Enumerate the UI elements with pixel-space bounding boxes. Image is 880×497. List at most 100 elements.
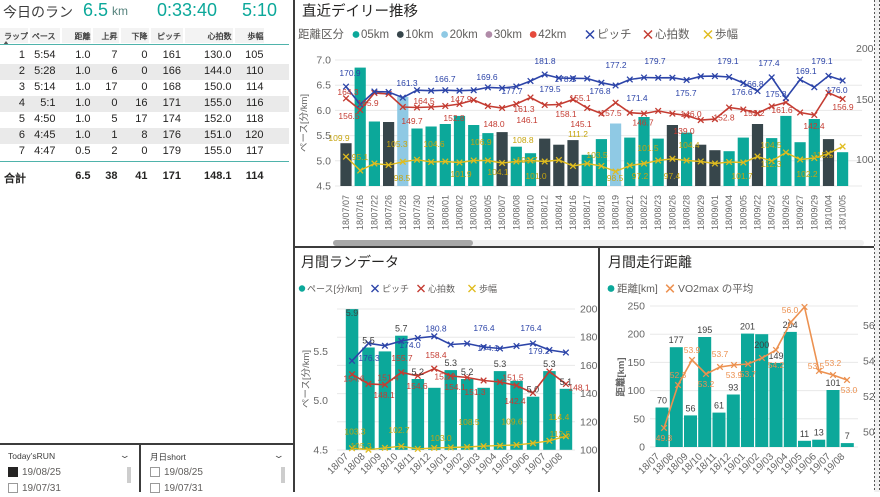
svg-text:150: 150 <box>627 357 645 369</box>
svg-text:177.7: 177.7 <box>501 86 523 96</box>
svg-text:5.0: 5.0 <box>316 155 331 167</box>
svg-text:201: 201 <box>740 322 755 332</box>
svg-text:52: 52 <box>863 391 875 403</box>
svg-text:147.9: 147.9 <box>450 94 472 104</box>
svg-text:148.1: 148.1 <box>373 390 395 400</box>
svg-text:53.0: 53.0 <box>841 385 858 395</box>
svg-text:106.9: 106.9 <box>470 137 492 147</box>
svg-text:ペース[分/km]: ペース[分/km] <box>307 284 362 294</box>
svg-text:5.0: 5.0 <box>313 395 328 407</box>
svg-text:10km: 10km <box>405 29 433 41</box>
svg-text:108.5: 108.5 <box>458 417 480 427</box>
svg-text:7: 7 <box>845 431 850 441</box>
svg-text:月間ランデータ: 月間ランデータ <box>301 254 399 270</box>
svg-text:18/08/18: 18/08/18 <box>596 195 606 230</box>
svg-text:50: 50 <box>863 427 875 439</box>
svg-text:5.2: 5.2 <box>461 367 474 377</box>
svg-text:103.0: 103.0 <box>430 433 452 443</box>
svg-text:18/07/30: 18/07/30 <box>412 195 422 230</box>
svg-text:56: 56 <box>685 403 695 413</box>
svg-text:心拍数: 心拍数 <box>655 27 690 41</box>
svg-text:101.5: 101.5 <box>637 143 659 153</box>
svg-text:179.1: 179.1 <box>811 56 833 66</box>
svg-text:7.0: 7.0 <box>316 55 331 67</box>
svg-text:152.8: 152.8 <box>713 113 735 123</box>
svg-text:18/09/29: 18/09/29 <box>809 195 819 230</box>
svg-text:176.4: 176.4 <box>473 323 495 333</box>
svg-text:200: 200 <box>856 43 874 55</box>
svg-text:140: 140 <box>580 388 598 400</box>
svg-text:176.8: 176.8 <box>589 86 611 96</box>
svg-text:181.8: 181.8 <box>534 56 556 66</box>
svg-text:5.5: 5.5 <box>313 346 328 358</box>
svg-text:18/07/07: 18/07/07 <box>341 195 351 230</box>
svg-text:149.7: 149.7 <box>401 116 423 126</box>
svg-text:18/07/22: 18/07/22 <box>369 195 379 230</box>
svg-text:178.1: 178.1 <box>554 74 576 84</box>
svg-text:50: 50 <box>633 413 645 425</box>
svg-text:53.5: 53.5 <box>808 361 825 371</box>
svg-text:102.7: 102.7 <box>388 425 410 435</box>
svg-text:200: 200 <box>754 340 769 350</box>
svg-text:104.6: 104.6 <box>423 139 445 149</box>
svg-text:165.9: 165.9 <box>357 98 379 108</box>
svg-text:18/08/22: 18/08/22 <box>639 195 649 230</box>
svg-text:151.4: 151.4 <box>377 373 399 383</box>
svg-text:148.0: 148.0 <box>483 119 505 129</box>
svg-text:177.2: 177.2 <box>605 60 627 70</box>
svg-text:180: 180 <box>580 332 598 344</box>
svg-text:6.5: 6.5 <box>316 80 331 92</box>
svg-text:151.5: 151.5 <box>502 373 524 383</box>
svg-text:100.7: 100.7 <box>516 155 538 165</box>
svg-text:104.1: 104.1 <box>487 167 509 177</box>
svg-text:166.7: 166.7 <box>434 74 456 84</box>
svg-text:距離[km]: 距離[km] <box>615 357 627 396</box>
svg-text:100: 100 <box>580 445 598 457</box>
svg-text:97.4: 97.4 <box>664 171 681 181</box>
svg-text:93: 93 <box>728 383 738 393</box>
svg-text:70: 70 <box>657 396 667 406</box>
svg-text:177: 177 <box>669 335 684 345</box>
svg-text:距離区分: 距離区分 <box>298 27 344 41</box>
svg-text:ピッチ: ピッチ <box>597 28 632 41</box>
svg-text:52.3: 52.3 <box>670 370 687 380</box>
svg-text:146.1: 146.1 <box>516 115 538 125</box>
svg-text:5.3: 5.3 <box>543 359 556 369</box>
svg-text:6.0: 6.0 <box>316 105 331 117</box>
svg-text:30km: 30km <box>494 29 522 41</box>
svg-text:250: 250 <box>627 301 645 313</box>
svg-text:160: 160 <box>580 360 598 372</box>
svg-text:56: 56 <box>863 320 875 332</box>
svg-text:42km: 42km <box>538 29 566 41</box>
svg-text:5.3: 5.3 <box>444 358 457 368</box>
svg-text:139.0: 139.0 <box>673 126 695 136</box>
svg-text:101: 101 <box>825 378 840 388</box>
svg-text:103.5: 103.5 <box>586 150 608 160</box>
svg-text:109.9: 109.9 <box>328 133 350 143</box>
svg-text:11: 11 <box>800 429 809 439</box>
svg-text:164.5: 164.5 <box>413 96 435 106</box>
svg-text:155.7: 155.7 <box>391 353 413 363</box>
svg-text:18/08/02: 18/08/02 <box>455 195 465 230</box>
svg-text:5.3: 5.3 <box>494 359 507 369</box>
svg-text:158.1: 158.1 <box>555 109 577 119</box>
svg-text:18/07/31: 18/07/31 <box>426 195 436 230</box>
svg-text:18/08/17: 18/08/17 <box>582 195 592 230</box>
svg-text:5.5: 5.5 <box>362 336 375 346</box>
svg-text:18/09/01: 18/09/01 <box>710 195 720 230</box>
svg-text:161.3: 161.3 <box>513 104 535 114</box>
svg-text:170.9: 170.9 <box>339 68 361 78</box>
svg-text:13: 13 <box>814 428 824 438</box>
svg-text:5.1: 5.1 <box>560 377 573 387</box>
svg-text:VO2max の平均: VO2max の平均 <box>678 283 753 295</box>
svg-text:156.9: 156.9 <box>832 102 854 112</box>
svg-text:176.3: 176.3 <box>358 353 380 363</box>
svg-text:120: 120 <box>580 416 598 428</box>
svg-text:175.8: 175.8 <box>765 89 787 99</box>
svg-text:18/08/14: 18/08/14 <box>554 195 564 230</box>
svg-text:心拍数: 心拍数 <box>428 283 455 294</box>
svg-text:180.8: 180.8 <box>425 324 447 334</box>
svg-text:18/09/23: 18/09/23 <box>767 195 777 230</box>
svg-text:174.1: 174.1 <box>477 343 499 353</box>
svg-text:109.6: 109.6 <box>501 417 523 427</box>
